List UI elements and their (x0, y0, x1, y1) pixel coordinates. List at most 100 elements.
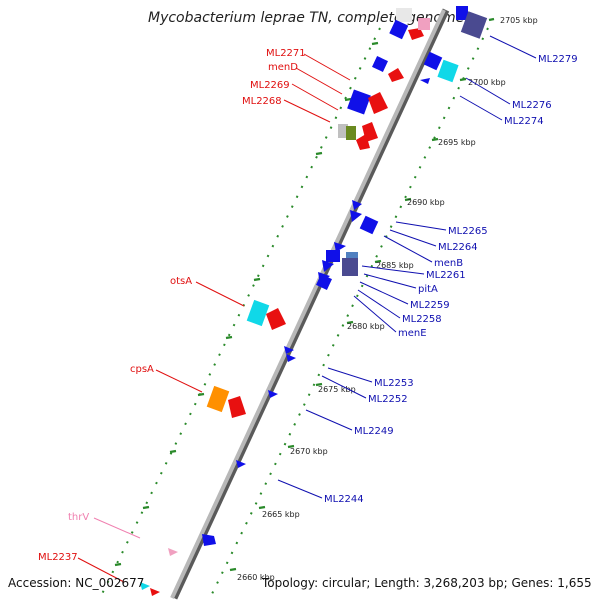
gene-label: ML2279 (538, 54, 578, 65)
left-track-tick (315, 151, 323, 156)
gene-blue (316, 274, 332, 290)
position-label: 2675 kbp (318, 385, 356, 394)
track-outer-left (99, 27, 381, 599)
gene-gray (338, 124, 348, 138)
gene-red-arrow (388, 68, 404, 82)
gene-label: otsA (170, 276, 192, 287)
gene-label: menD (268, 62, 298, 73)
position-label: 2670 kbp (290, 447, 328, 456)
gene-label: ML2264 (438, 242, 478, 253)
gene-blue (326, 250, 340, 262)
position-label: 2680 kbp (347, 322, 385, 331)
scale-ticks (229, 17, 495, 572)
track-outer-right (209, 27, 489, 599)
scale-tick (459, 77, 467, 82)
gene-label: menE (398, 328, 427, 339)
left-leader-lines (77, 53, 351, 583)
gene-label: ML2261 (426, 270, 466, 281)
gene-blue (372, 56, 388, 72)
leader-line (353, 295, 397, 333)
leader-line (321, 375, 367, 399)
gene-red-arrow (408, 28, 424, 40)
leader-line (295, 67, 343, 95)
leader-line (155, 369, 203, 393)
gene-steel (346, 252, 358, 262)
gene-blue (347, 89, 371, 115)
gene-label: ML2253 (374, 378, 414, 389)
leader-line (195, 281, 245, 307)
gene-label: ML2268 (242, 96, 282, 107)
accession-text: Accession: NC_002677 (8, 576, 144, 590)
gene-label: ML2237 (38, 552, 78, 563)
gene-blue (389, 19, 409, 40)
gene-label: ML2252 (368, 394, 408, 405)
gene-label: thrV (68, 512, 89, 523)
gene-pink-arrow (168, 548, 178, 556)
genome-backbone (170, 9, 446, 599)
left-track-tick (142, 505, 150, 510)
gene-olive (346, 126, 356, 140)
gene-label: ML2265 (448, 226, 488, 237)
gene-label: menB (434, 258, 463, 269)
leader-line-trna (93, 517, 141, 539)
gene-blue-arrow (352, 200, 362, 210)
position-label: 2685 kbp (376, 261, 414, 270)
left-track-tick (114, 562, 122, 567)
scale-tick (488, 17, 495, 22)
left-gene-labels: ML2271 menD ML2269 ML2268 otsA cpsA thrV… (38, 48, 306, 563)
gene-label: ML2271 (266, 48, 306, 59)
scale-tick (258, 505, 266, 510)
leader-line (77, 557, 125, 583)
scale-tick (374, 259, 382, 264)
gene-blue (456, 6, 468, 20)
leader-line (359, 281, 409, 305)
gene-label: ML2274 (504, 116, 544, 127)
gene-blue-arrow (284, 346, 294, 354)
position-label: 2705 kbp (500, 16, 538, 25)
gene-slate (342, 258, 358, 276)
gene-blue-arrow (286, 354, 296, 362)
topology-text: Topology: circular; Length: 3,268,203 bp… (261, 576, 592, 590)
gene-cyan-arrow (140, 582, 150, 590)
gene-label: ML2244 (324, 494, 364, 505)
left-ticks (114, 41, 379, 567)
leader-line (283, 99, 331, 123)
scale-tick (404, 197, 412, 202)
gene-red-arrow (150, 588, 160, 596)
gene-blue-arrow (322, 260, 334, 272)
left-track-tick (344, 97, 352, 102)
leader-line (395, 221, 447, 231)
gene-label: cpsA (130, 364, 154, 375)
scale-tick (315, 382, 323, 387)
gene-pink (418, 18, 430, 30)
gene-blue-arrow (334, 242, 346, 252)
position-label: 2695 kbp (438, 138, 476, 147)
gene-red-arrow (228, 396, 246, 418)
gene-blue-arrow (236, 460, 246, 468)
gene-features (140, 6, 488, 596)
leader-line (303, 53, 351, 81)
left-track-tick (253, 277, 261, 282)
scale-tick (229, 567, 237, 572)
gene-label: pitA (418, 284, 438, 295)
leader-line (361, 265, 425, 275)
gene-red-arrow (368, 92, 388, 114)
gene-label: ML2258 (402, 314, 442, 325)
gene-blue (359, 215, 379, 235)
gene-slate (460, 11, 488, 39)
left-track-tick (225, 335, 233, 340)
gene-cyan (246, 299, 270, 327)
gene-red-arrow (356, 134, 370, 150)
gene-blue-arrow (350, 210, 362, 222)
leader-line (465, 77, 511, 105)
leader-line (277, 479, 323, 499)
leader-line (389, 229, 437, 247)
gene-blue-arrow (268, 390, 278, 398)
leader-line (305, 409, 353, 431)
leader-line (383, 235, 433, 263)
gene-red-arrow (266, 308, 286, 330)
gene-label: ML2276 (512, 100, 552, 111)
leader-line (489, 35, 537, 59)
left-track-tick (169, 449, 177, 454)
